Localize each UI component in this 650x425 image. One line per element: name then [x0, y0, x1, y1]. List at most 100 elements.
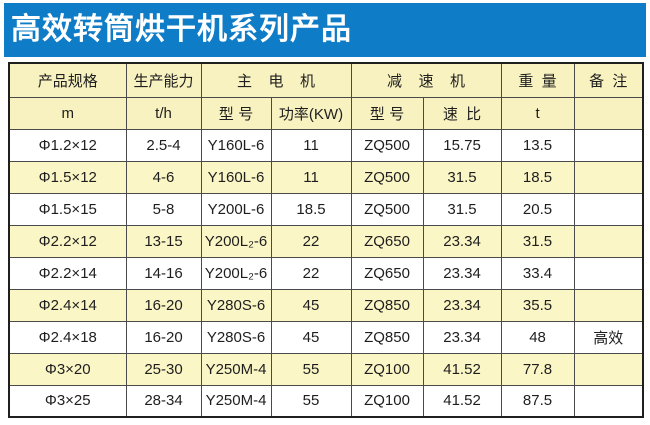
product-spec-table: 产品规格 生产能力 主电机 减速机 重量 备注 m t/h 型号 功率(KW) … — [8, 62, 645, 418]
cell-reducer-model: ZQ850 — [350, 288, 424, 322]
cell-weight: 13.5 — [500, 128, 575, 162]
cell-weight: 31.5 — [500, 224, 575, 258]
table-row: Φ1.2×12 2.5-4 Y160L-6 11 ZQ500 15.75 13.… — [8, 128, 644, 162]
cell-reducer-model: ZQ500 — [350, 128, 424, 162]
cell-reducer-ratio: 23.34 — [422, 288, 502, 322]
cell-motor-power: 22 — [270, 256, 352, 290]
cell-motor-model: Y280S-6 — [200, 288, 272, 322]
cell-remark — [573, 160, 644, 194]
table-row: Φ3×20 25-30 Y250M-4 55 ZQ100 41.52 77.8 — [8, 352, 644, 386]
table-row: Φ2.4×18 16-20 Y280S-6 45 ZQ850 23.34 48 … — [8, 320, 644, 354]
cell-reducer-model: ZQ650 — [350, 256, 424, 290]
cell-weight: 33.4 — [500, 256, 575, 290]
page-title: 高效转筒烘干机系列产品 — [11, 13, 352, 46]
cell-reducer-model: ZQ100 — [350, 384, 424, 418]
table-row: Φ2.4×14 16-20 Y280S-6 45 ZQ850 23.34 35.… — [8, 288, 644, 322]
cell-spec: Φ3×25 — [8, 384, 127, 418]
cell-reducer-ratio: 31.5 — [422, 192, 502, 226]
cell-motor-model: Y250M-4 — [200, 384, 272, 418]
cell-motor-model: Y280S-6 — [200, 320, 272, 354]
cell-motor-power: 45 — [270, 288, 352, 322]
header-motor: 主电机 — [200, 62, 352, 98]
cell-capacity: 5-8 — [125, 192, 202, 226]
page: 高效转筒烘干机系列产品 产品规格 生产能力 主电机 减速机 重量 备注 m t/… — [0, 3, 650, 425]
cell-remark — [573, 288, 644, 322]
cell-motor-model: Y160L-6 — [200, 160, 272, 194]
cell-remark — [573, 192, 644, 226]
cell-motor-model: Y200L₂-6 — [200, 224, 272, 258]
cell-spec: Φ1.2×12 — [8, 128, 127, 162]
cell-capacity: 16-20 — [125, 320, 202, 354]
cell-spec: Φ1.5×15 — [8, 192, 127, 226]
header-reducer: 减速机 — [350, 62, 502, 98]
cell-motor-power: 11 — [270, 128, 352, 162]
subheader-motor-model: 型号 — [200, 96, 272, 130]
cell-weight: 20.5 — [500, 192, 575, 226]
cell-motor-power: 55 — [270, 384, 352, 418]
table-row: Φ1.5×15 5-8 Y200L-6 18.5 ZQ500 31.5 20.5 — [8, 192, 644, 226]
cell-motor-model: Y160L-6 — [200, 128, 272, 162]
cell-reducer-ratio: 15.75 — [422, 128, 502, 162]
cell-motor-power: 11 — [270, 160, 352, 194]
cell-remark — [573, 224, 644, 258]
cell-reducer-model: ZQ650 — [350, 224, 424, 258]
cell-remark — [573, 384, 644, 418]
table-row: Φ1.5×12 4-6 Y160L-6 11 ZQ500 31.5 18.5 — [8, 160, 644, 194]
subheader-reducer-model: 型号 — [350, 96, 424, 130]
header-spec: 产品规格 — [8, 62, 127, 98]
cell-reducer-model: ZQ500 — [350, 160, 424, 194]
cell-spec: Φ2.2×12 — [8, 224, 127, 258]
cell-spec: Φ2.4×14 — [8, 288, 127, 322]
cell-capacity: 4-6 — [125, 160, 202, 194]
cell-reducer-ratio: 23.34 — [422, 320, 502, 354]
cell-reducer-ratio: 31.5 — [422, 160, 502, 194]
cell-motor-power: 45 — [270, 320, 352, 354]
cell-reducer-ratio: 23.34 — [422, 224, 502, 258]
subheader-remark-blank — [573, 96, 644, 130]
cell-capacity: 2.5-4 — [125, 128, 202, 162]
header-weight: 重量 — [500, 62, 575, 98]
cell-motor-model: Y200L-6 — [200, 192, 272, 226]
cell-remark — [573, 352, 644, 386]
cell-weight: 77.8 — [500, 352, 575, 386]
subheader-reducer-ratio: 速比 — [422, 96, 502, 130]
header-row-groups: 产品规格 生产能力 主电机 减速机 重量 备注 — [8, 62, 644, 98]
cell-reducer-ratio: 23.34 — [422, 256, 502, 290]
subheader-capacity-unit: t/h — [125, 96, 202, 130]
cell-spec: Φ3×20 — [8, 352, 127, 386]
cell-spec: Φ1.5×12 — [8, 160, 127, 194]
subheader-weight-unit: t — [500, 96, 575, 130]
cell-remark — [573, 256, 644, 290]
cell-capacity: 25-30 — [125, 352, 202, 386]
cell-reducer-ratio: 41.52 — [422, 352, 502, 386]
cell-remark: 高效 — [573, 320, 644, 354]
header-row-units: m t/h 型号 功率(KW) 型号 速比 t — [8, 96, 644, 130]
cell-weight: 48 — [500, 320, 575, 354]
cell-remark — [573, 128, 644, 162]
table-row: Φ2.2×14 14-16 Y200L₂-6 22 ZQ650 23.34 33… — [8, 256, 644, 290]
cell-capacity: 28-34 — [125, 384, 202, 418]
cell-motor-power: 22 — [270, 224, 352, 258]
cell-weight: 35.5 — [500, 288, 575, 322]
cell-spec: Φ2.2×14 — [8, 256, 127, 290]
table-row: Φ2.2×12 13-15 Y200L₂-6 22 ZQ650 23.34 31… — [8, 224, 644, 258]
header-capacity: 生产能力 — [125, 62, 202, 98]
header-remark: 备注 — [573, 62, 644, 98]
cell-capacity: 16-20 — [125, 288, 202, 322]
cell-spec: Φ2.4×18 — [8, 320, 127, 354]
cell-capacity: 13-15 — [125, 224, 202, 258]
subheader-motor-power: 功率(KW) — [270, 96, 352, 130]
cell-motor-power: 55 — [270, 352, 352, 386]
table-row: Φ3×25 28-34 Y250M-4 55 ZQ100 41.52 87.5 — [8, 384, 644, 418]
cell-motor-model: Y200L₂-6 — [200, 256, 272, 290]
cell-weight: 18.5 — [500, 160, 575, 194]
subheader-spec-unit: m — [8, 96, 127, 130]
cell-reducer-model: ZQ850 — [350, 320, 424, 354]
cell-reducer-ratio: 41.52 — [422, 384, 502, 418]
cell-reducer-model: ZQ500 — [350, 192, 424, 226]
cell-motor-power: 18.5 — [270, 192, 352, 226]
cell-motor-model: Y250M-4 — [200, 352, 272, 386]
cell-weight: 87.5 — [500, 384, 575, 418]
cell-reducer-model: ZQ100 — [350, 352, 424, 386]
cell-capacity: 14-16 — [125, 256, 202, 290]
